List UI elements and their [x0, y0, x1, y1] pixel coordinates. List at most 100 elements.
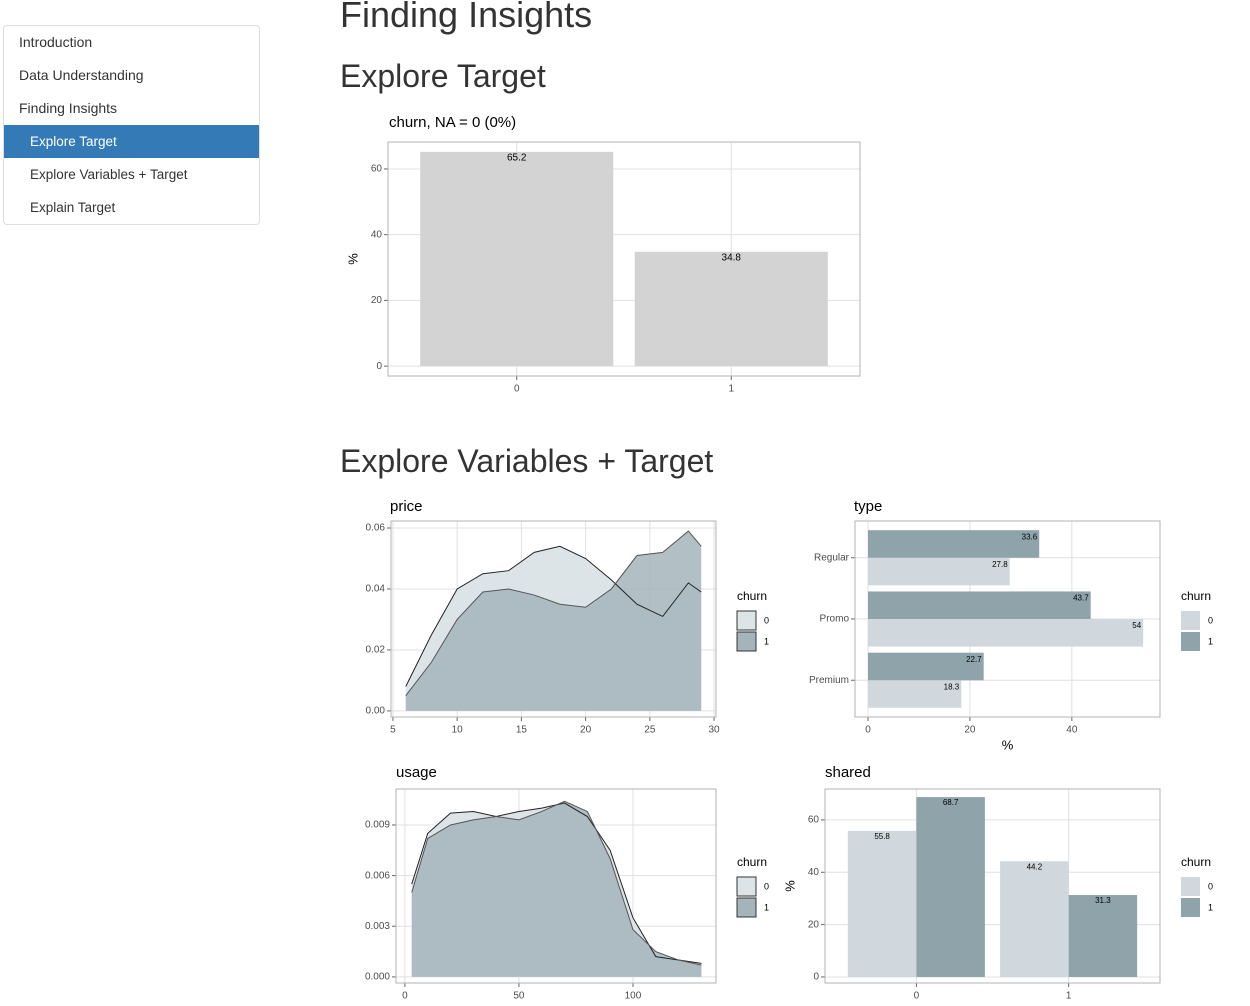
data-label: 44.2: [1027, 862, 1043, 871]
legend-label: 1: [1208, 902, 1213, 912]
legend-key: [1181, 632, 1200, 651]
toc-link[interactable]: Introduction: [19, 34, 93, 50]
chart-title: churn, NA = 0 (0%): [389, 114, 516, 131]
toc: Introduction Data Understanding Finding In…: [3, 25, 260, 225]
y-axis-label: %: [345, 253, 360, 265]
page-title: Finding Insights: [340, 0, 593, 35]
x-tick-label: 30: [709, 725, 721, 736]
section-heading: Explore Target: [340, 58, 546, 94]
x-tick-label: 1: [1066, 991, 1072, 1002]
y-tick-label: 40: [371, 229, 383, 240]
y-tick-label: 20: [808, 919, 820, 930]
density-line: [411, 802, 702, 964]
legend-key: [736, 897, 757, 918]
y-tick-label: 0.006: [365, 870, 390, 881]
chart-title: usage: [396, 764, 437, 781]
data-label: 65.2: [507, 153, 527, 164]
data-label: 31.3: [1095, 896, 1111, 905]
y-tick-label: 0: [813, 972, 819, 983]
legend-key: [736, 610, 757, 631]
legend-title: churn: [1181, 855, 1211, 869]
data-label: 68.7: [943, 798, 959, 807]
legend-label: 1: [764, 636, 769, 646]
x-tick-label: 0: [914, 991, 920, 1002]
panel-border: [395, 788, 717, 984]
legend-key: [736, 631, 757, 652]
toc-link[interactable]: Explore Target: [4, 125, 259, 158]
x-tick-label: 1: [728, 384, 734, 395]
legend-title: churn: [1181, 589, 1211, 603]
y-tick-label: 0.009: [365, 820, 390, 831]
legend-key: [736, 876, 757, 897]
y-tick-label: Premium: [809, 675, 849, 686]
x-tick-label: 25: [644, 725, 656, 736]
data-label: 22.7: [966, 655, 982, 664]
y-tick-label: 60: [371, 164, 383, 175]
data-label: 54: [1132, 621, 1141, 630]
x-tick-label: 5: [390, 725, 396, 736]
data-label: 55.8: [874, 832, 890, 841]
legend-key: [1181, 611, 1200, 630]
panel-border: [824, 788, 1161, 984]
panel-border: [390, 520, 717, 718]
x-tick-label: 20: [964, 725, 976, 736]
y-tick-label: 60: [808, 815, 820, 826]
section-heading: Explore Variables + Target: [340, 443, 714, 479]
legend-label: 1: [764, 902, 769, 912]
x-tick-label: 40: [1066, 725, 1078, 736]
y-tick-label: 20: [371, 295, 383, 306]
legend-label: 0: [764, 881, 769, 891]
x-tick-label: 15: [516, 725, 528, 736]
y-tick-label: Regular: [814, 552, 850, 563]
x-tick-label: 0: [865, 725, 871, 736]
chart-title: type: [854, 498, 882, 515]
y-tick-label: 0.04: [366, 584, 386, 595]
density-area: [411, 801, 702, 977]
legend-key: [1181, 877, 1200, 896]
panel-border: [854, 520, 1161, 718]
data-label: 34.8: [722, 252, 742, 263]
toc-link[interactable]: Data Understanding: [19, 67, 144, 83]
toc-link[interactable]: Finding Insights: [19, 100, 118, 116]
chart-title: price: [390, 498, 423, 515]
bar: [867, 680, 962, 708]
legend-label: 0: [764, 615, 769, 625]
density-line: [411, 800, 702, 966]
bar: [867, 557, 1010, 586]
bar: [867, 652, 984, 681]
x-tick-label: 0: [402, 991, 408, 1002]
legend-label: 0: [1208, 881, 1213, 891]
bar: [634, 251, 828, 367]
data-label: 43.7: [1073, 594, 1089, 603]
y-tick-label: 0.000: [365, 972, 390, 983]
x-tick-label: 100: [625, 991, 642, 1002]
y-tick-label: 0: [376, 361, 382, 372]
legend-label: 0: [1208, 615, 1213, 625]
density-line: [405, 530, 702, 696]
toc-link[interactable]: Explain Target: [30, 200, 116, 215]
legend-label: 1: [1208, 636, 1213, 646]
y-axis-label: %: [782, 880, 797, 892]
bar: [420, 151, 614, 367]
y-tick-label: Promo: [820, 614, 850, 625]
panel-border: [387, 141, 861, 377]
toc-link[interactable]: Explore Variables + Target: [30, 167, 188, 182]
bar: [867, 530, 1040, 558]
y-tick-label: 0.06: [366, 523, 386, 534]
density-line: [405, 545, 702, 687]
bar: [916, 797, 985, 977]
legend-title: churn: [737, 589, 767, 603]
y-tick-label: 0.02: [366, 645, 386, 656]
bar: [867, 591, 1091, 619]
bar: [867, 619, 1144, 647]
data-label: 27.8: [992, 560, 1008, 569]
data-label: 33.6: [1022, 532, 1038, 541]
bar: [1000, 861, 1069, 977]
bar: [847, 830, 917, 977]
x-tick-label: 20: [580, 725, 592, 736]
data-label: 18.3: [944, 682, 960, 691]
y-tick-label: 0.003: [365, 921, 390, 932]
density-area: [405, 531, 702, 711]
